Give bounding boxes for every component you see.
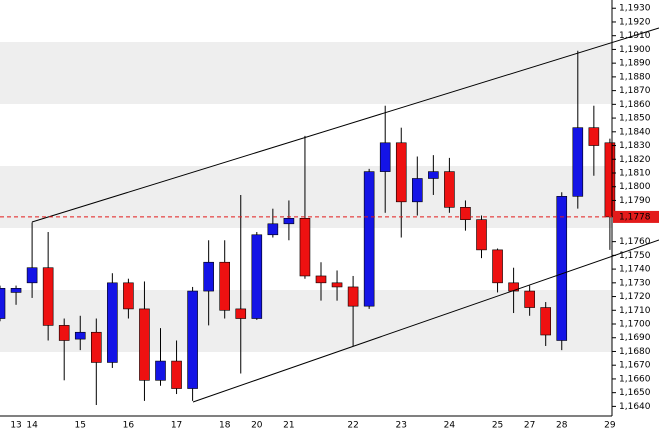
candle-body	[588, 127, 600, 146]
y-tick-label: 1,1660	[619, 374, 651, 384]
candle-body	[26, 267, 38, 284]
candle-body	[91, 331, 102, 363]
candle-body	[540, 307, 552, 336]
candle-body	[444, 171, 455, 208]
x-tick-label: 21	[283, 421, 294, 431]
plot	[0, 50, 616, 406]
x-tick-label: 16	[123, 421, 135, 431]
last-price-box	[613, 210, 659, 223]
y-tick-label: 1,1640	[619, 402, 651, 412]
y-tick-label: 1,1830	[619, 141, 651, 151]
y-tick-label: 1,1820	[619, 155, 651, 165]
trend-line	[192, 239, 659, 403]
candle-body	[363, 171, 375, 307]
y-tick-label: 1,1850	[619, 114, 651, 124]
band	[0, 290, 612, 352]
y-tick-label: 1,1700	[619, 320, 651, 330]
y-tick-label: 1,1910	[619, 31, 651, 41]
x-tick-label: 15	[75, 421, 86, 431]
x-tick-label: 24	[444, 421, 456, 431]
candle-body	[379, 142, 391, 172]
candle-body	[171, 360, 182, 389]
x-tick-label: 22	[347, 421, 358, 431]
candle-body	[524, 290, 535, 308]
y-tick-label: 1,1720	[619, 292, 651, 302]
y-tick-label: 1,1900	[619, 45, 651, 55]
y-tick-label: 1,1730	[619, 278, 651, 288]
band	[0, 166, 612, 228]
candle-body	[572, 127, 584, 197]
y-tick-label: 1,1810	[619, 168, 651, 178]
x-tick-label: 17	[171, 421, 182, 431]
y-tick-label: 1,1650	[619, 388, 651, 398]
trend-line	[31, 27, 659, 223]
y-tick-label: 1,1800	[619, 182, 651, 192]
candle-body	[187, 290, 198, 389]
candle-body	[428, 171, 439, 179]
candle-body	[235, 308, 247, 319]
x-tick-label: 13	[10, 421, 21, 431]
y-tick-label: 1,1920	[619, 17, 651, 27]
candle-body	[556, 196, 568, 341]
candle-body	[460, 207, 471, 220]
y-tick-label: 1,1670	[619, 361, 651, 371]
x-tick-label: 25	[492, 421, 503, 431]
candle-body	[347, 286, 359, 307]
candle-body	[251, 234, 263, 319]
candle-body	[283, 217, 295, 225]
candle-body	[219, 261, 230, 311]
candle-body	[155, 360, 166, 381]
candle-body	[331, 282, 343, 288]
candle-body	[476, 219, 487, 251]
y-tick-label: 1,1760	[619, 237, 651, 247]
candle-body	[299, 217, 311, 277]
x-tick-label: 23	[396, 421, 407, 431]
y-tick-label: 1,1750	[619, 251, 651, 261]
candle-body	[42, 267, 54, 326]
x-tick-label: 27	[524, 421, 535, 431]
y-tick-label: 1,1740	[619, 265, 651, 275]
candle-body	[315, 275, 327, 284]
candle-body	[395, 142, 407, 203]
y-tick-label: 1,1890	[619, 59, 651, 69]
x-tick-label: 20	[251, 421, 263, 431]
x-tick-label: 14	[26, 421, 38, 431]
candle-body	[267, 223, 279, 236]
candle-body	[107, 282, 118, 363]
candle-body	[604, 142, 616, 218]
candle-body	[74, 331, 86, 340]
y-tick-label: 1,1690	[619, 333, 651, 343]
x-tick-label: 28	[556, 421, 568, 431]
x-tick-label: 18	[219, 421, 231, 431]
y-tick-label: 1,1870	[619, 86, 651, 96]
band	[0, 42, 612, 104]
candle-body	[139, 308, 150, 381]
candle-body	[58, 325, 70, 341]
y-tick-label: 1,1840	[619, 127, 651, 137]
candle-body	[123, 282, 134, 310]
last-price-label: 1,1778	[619, 212, 651, 222]
x-tick-label: 29	[604, 421, 616, 431]
candle-body	[411, 178, 423, 203]
y-tick-label: 1,1860	[619, 100, 651, 110]
candle-body	[203, 261, 214, 292]
y-tick-label: 1,1790	[619, 196, 651, 206]
y-tick-label: 1,1930	[619, 4, 651, 14]
candle-body	[10, 288, 22, 293]
y-tick-label: 1,1880	[619, 72, 651, 82]
y-tick-label: 1,1680	[619, 347, 651, 357]
y-tick-label: 1,1710	[619, 306, 651, 316]
candle-body	[0, 288, 6, 319]
candle-body	[492, 249, 503, 284]
